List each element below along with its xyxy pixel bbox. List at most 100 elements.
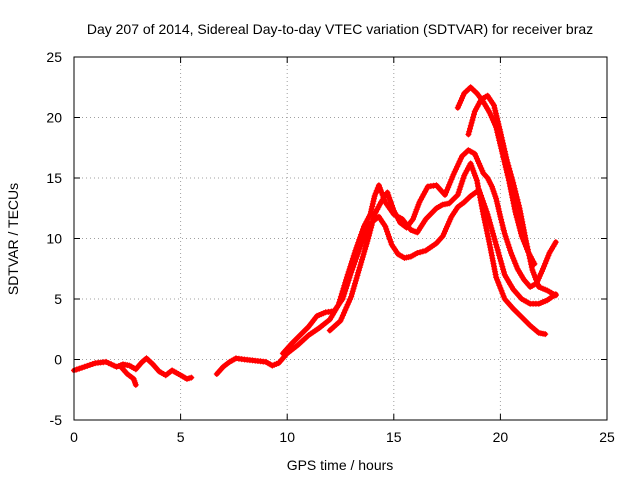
data-point-marker: [523, 240, 530, 247]
data-point-marker: [459, 178, 466, 185]
data-point-marker: [365, 232, 372, 239]
data-point-marker: [446, 181, 453, 188]
data-point-marker: [417, 196, 424, 203]
data-point-marker: [501, 148, 508, 155]
data-point-marker: [518, 216, 525, 223]
data-point-marker: [483, 208, 490, 215]
data-point-marker: [354, 272, 361, 279]
series-arc-d: [279, 187, 559, 357]
data-point-marker: [499, 290, 506, 297]
data-point-marker: [526, 252, 533, 259]
data-point-marker: [385, 231, 391, 238]
data-point-marker: [501, 145, 508, 152]
data-point-marker: [444, 186, 451, 193]
data-point-marker: [493, 113, 500, 119]
data-point-marker: [350, 285, 357, 292]
data-point-marker: [454, 163, 461, 170]
data-point-marker: [348, 269, 355, 276]
data-point-marker: [495, 279, 502, 286]
data-point-marker: [364, 238, 371, 245]
data-point-marker: [343, 282, 350, 289]
data-point-marker: [79, 364, 85, 371]
data-point-marker: [465, 131, 472, 138]
data-point-marker: [448, 176, 455, 183]
data-point-marker: [491, 105, 498, 112]
data-point-marker: [506, 244, 513, 251]
data-point-marker: [524, 243, 531, 250]
data-point-marker: [493, 195, 500, 202]
data-point-marker: [499, 263, 506, 270]
data-point-marker: [485, 214, 492, 221]
data-point-marker: [345, 299, 352, 305]
data-point-marker: [492, 110, 499, 117]
data-point-marker: [457, 183, 464, 190]
data-point-marker: [513, 194, 520, 200]
data-point-marker: [354, 250, 361, 257]
data-point-marker: [352, 258, 358, 265]
data-point-marker: [499, 137, 506, 144]
data-point-marker: [342, 288, 349, 294]
data-point-marker: [471, 111, 477, 118]
x-tick-label: 0: [70, 429, 78, 445]
data-point-marker: [87, 361, 93, 368]
data-point-marker: [356, 245, 363, 252]
data-point-marker: [545, 252, 552, 259]
data-point-marker: [348, 293, 355, 300]
data-point-marker: [508, 250, 515, 256]
data-point-marker: [500, 140, 506, 147]
y-tick-label: 5: [54, 291, 62, 307]
data-point-marker: [500, 293, 507, 300]
data-point-marker: [460, 175, 467, 182]
data-point-marker: [355, 269, 362, 276]
data-point-marker: [496, 211, 503, 218]
data-point-marker: [496, 123, 503, 130]
data-point-marker: [528, 264, 535, 271]
data-point-marker: [505, 162, 512, 169]
data-point-marker: [443, 189, 449, 196]
data-point-marker: [384, 189, 391, 196]
data-point-marker: [352, 280, 358, 287]
data-point-marker: [456, 158, 463, 165]
data-point-marker: [419, 248, 426, 255]
data-point-marker: [496, 252, 503, 259]
data-point-marker: [496, 282, 503, 289]
data-point-marker: [389, 202, 395, 209]
data-point-marker: [371, 193, 378, 200]
series-arc-a: [71, 355, 195, 382]
data-point-marker: [495, 203, 501, 210]
data-point-marker: [497, 258, 504, 264]
data-point-marker: [362, 246, 369, 253]
data-point-marker: [355, 247, 362, 254]
data-point-marker: [523, 237, 529, 244]
data-point-marker: [89, 361, 96, 367]
y-tick-label: 25: [46, 49, 62, 65]
data-point-marker: [541, 263, 548, 270]
series-arc-g: [465, 92, 559, 299]
data-point-marker: [388, 199, 395, 206]
data-point-marker: [544, 255, 551, 262]
data-point-marker: [385, 233, 392, 240]
data-point-marker: [512, 208, 519, 215]
data-point-marker: [369, 200, 376, 207]
data-point-marker: [352, 255, 359, 262]
data-point-marker: [503, 236, 510, 243]
data-point-marker: [495, 249, 502, 256]
data-point-marker: [489, 257, 496, 264]
data-point-marker: [504, 239, 511, 245]
data-point-marker: [495, 205, 502, 212]
data-point-marker: [372, 190, 379, 197]
data-point-marker: [491, 102, 497, 109]
data-point-marker: [510, 182, 517, 189]
data-point-marker: [339, 312, 346, 319]
data-point-marker: [507, 247, 514, 254]
data-point-marker: [355, 267, 362, 274]
data-point-marker: [343, 285, 349, 292]
data-point-marker: [357, 242, 364, 249]
data-point-marker: [458, 180, 465, 187]
data-point-marker: [468, 119, 475, 126]
data-point-marker: [498, 219, 505, 226]
data-point-marker: [493, 274, 500, 281]
data-point-marker: [467, 125, 473, 132]
data-point-marker: [497, 255, 503, 262]
data-point-marker: [473, 177, 480, 184]
